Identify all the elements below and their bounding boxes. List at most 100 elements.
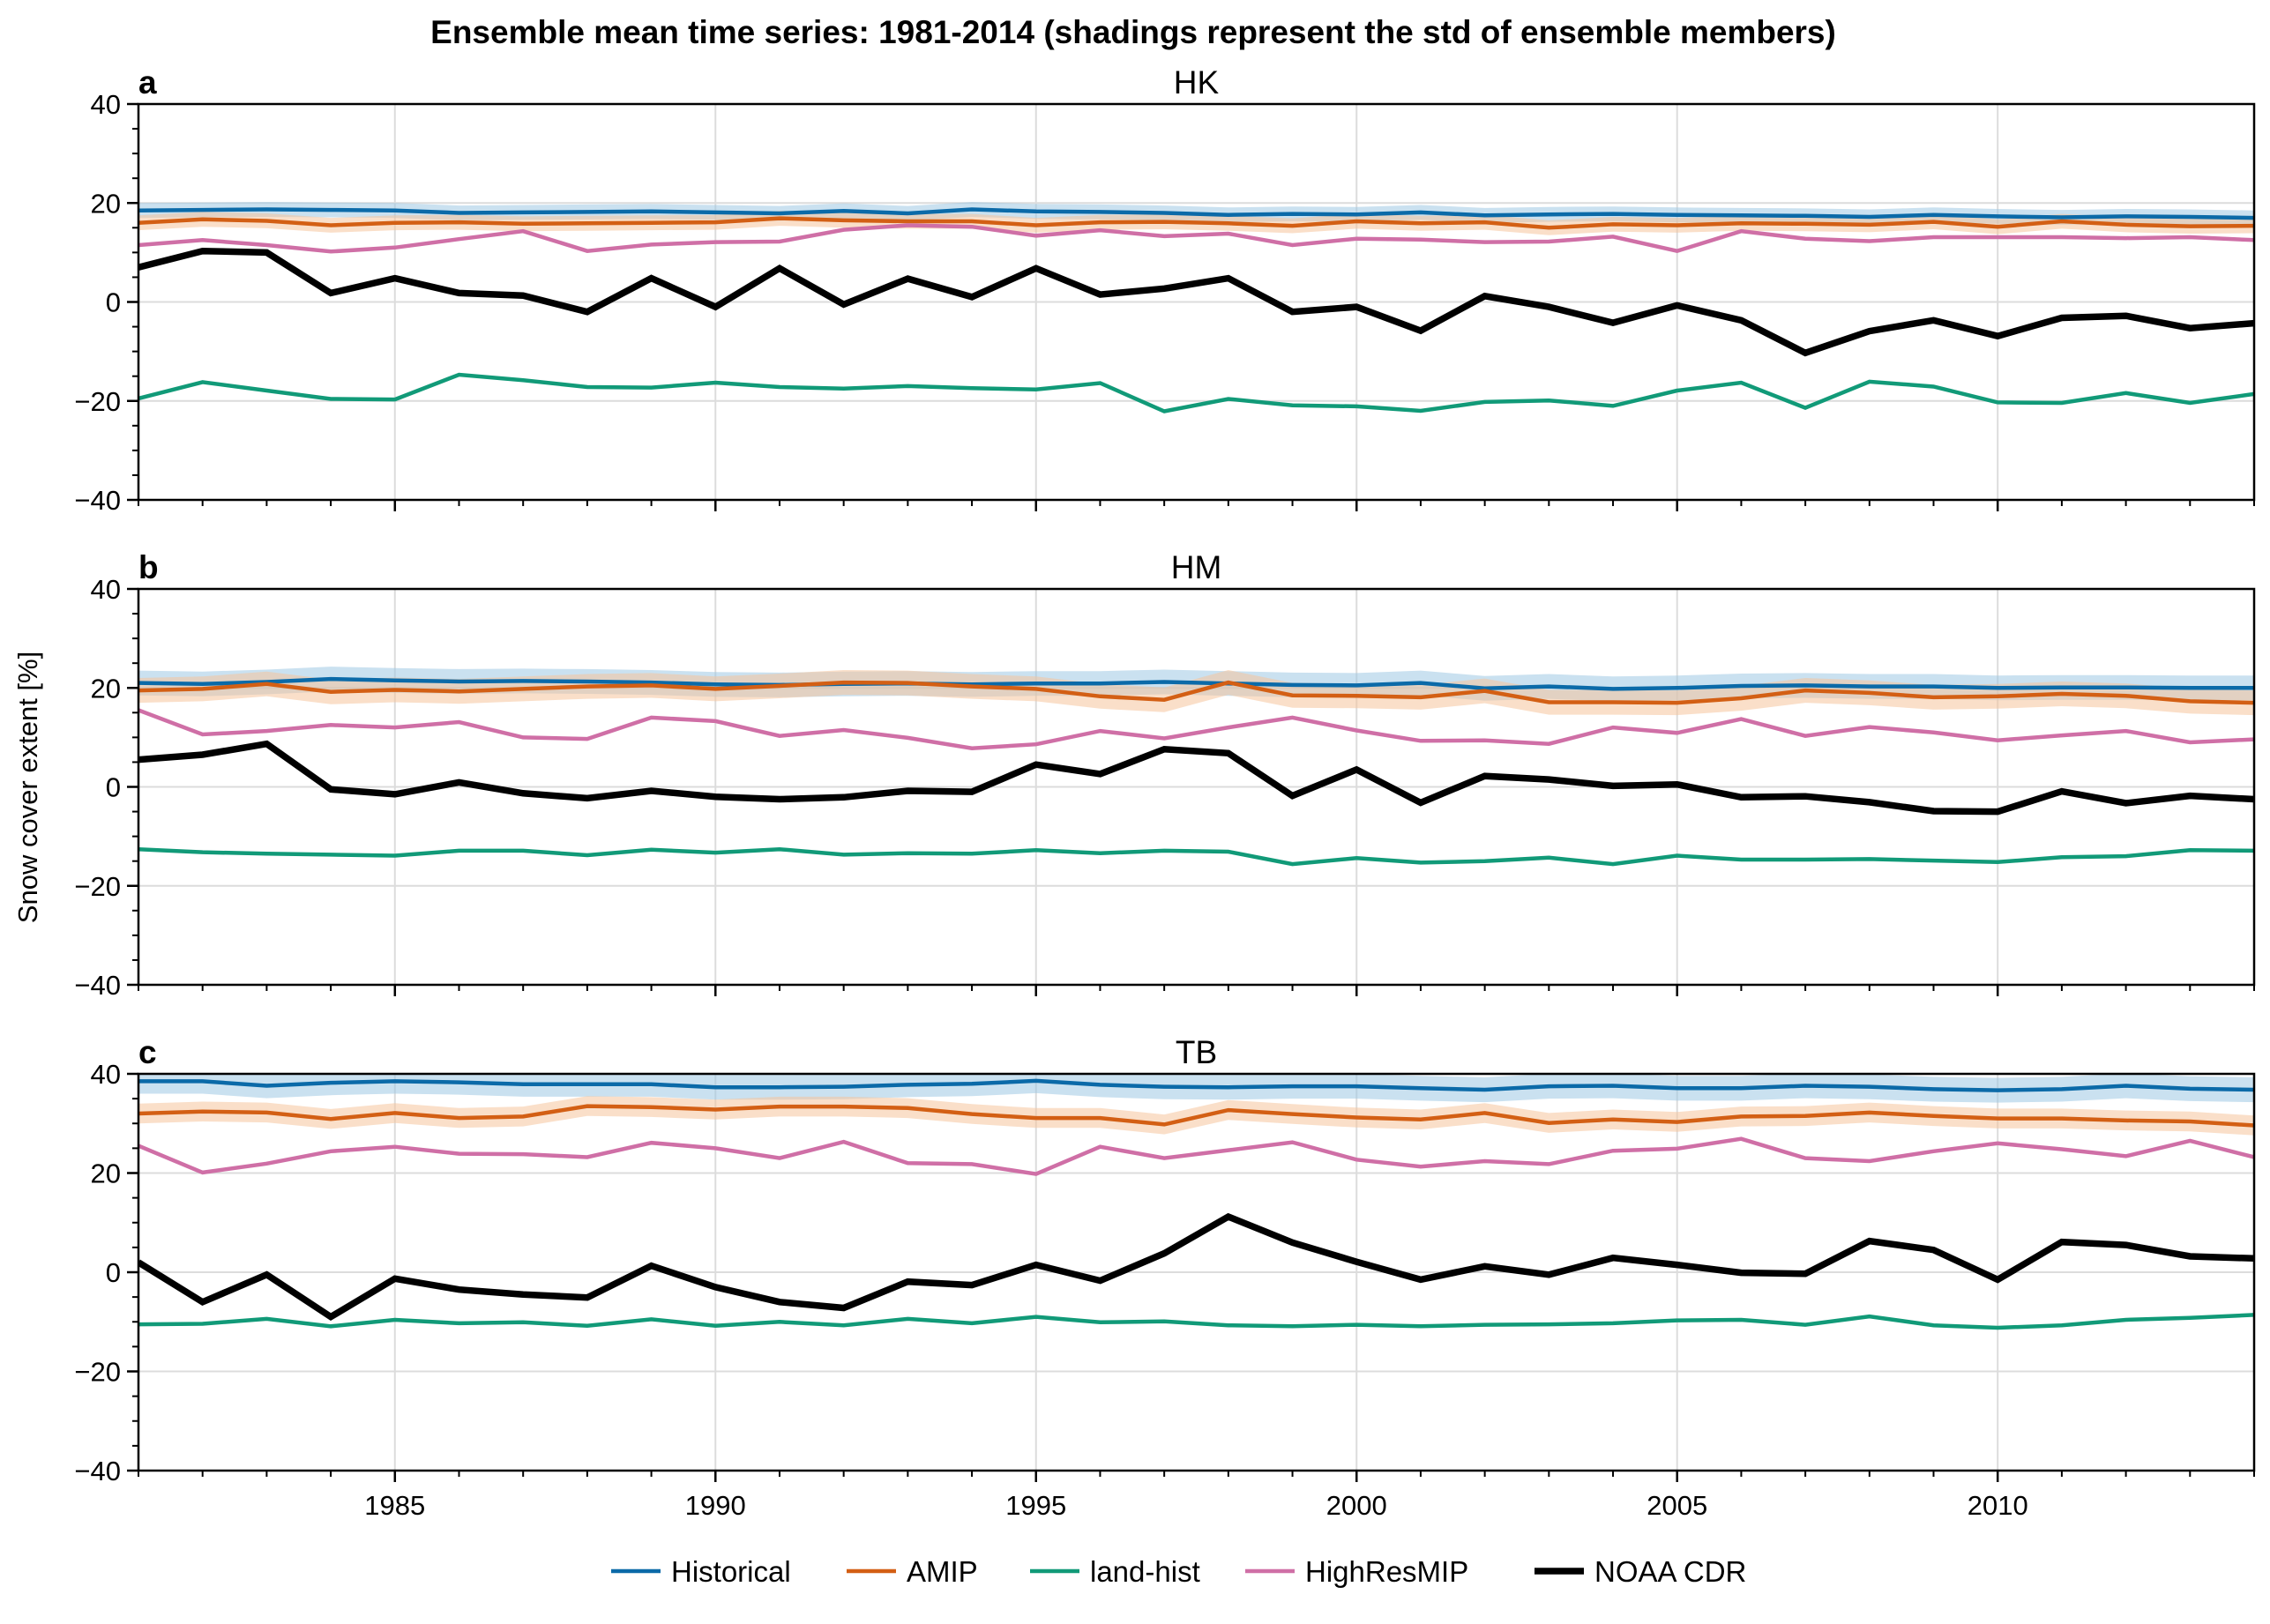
data-point — [1803, 683, 1808, 688]
data-point — [970, 684, 974, 689]
data-point — [1996, 694, 2000, 698]
data-point — [906, 223, 910, 227]
data-point — [521, 791, 526, 795]
data-point — [1611, 212, 1616, 216]
data-point — [1290, 1140, 1295, 1144]
data-point — [200, 1300, 205, 1304]
data-point — [1162, 1251, 1167, 1255]
data-point — [1996, 686, 2000, 690]
series-line-land-hist — [138, 372, 2254, 413]
data-point — [2188, 1255, 2192, 1259]
data-point — [200, 1322, 205, 1326]
data-point — [1803, 1322, 1808, 1327]
data-point — [649, 1105, 653, 1109]
data-point — [392, 398, 397, 402]
data-point — [1162, 680, 1167, 684]
data-point — [2059, 685, 2064, 689]
data-point — [1034, 848, 1038, 853]
data-point — [970, 790, 974, 794]
data-point — [392, 792, 397, 796]
data-point — [1418, 408, 1422, 413]
data-point — [1611, 1149, 1616, 1153]
data-point — [200, 850, 205, 854]
data-point — [1226, 1108, 1230, 1113]
data-point — [1867, 329, 1871, 333]
data-point — [1034, 763, 1038, 767]
data-point — [2188, 1086, 2192, 1091]
data-point — [2059, 215, 2064, 220]
data-point — [777, 1300, 781, 1304]
data-point — [1611, 700, 1616, 704]
data-point — [777, 266, 781, 271]
data-point — [1996, 1278, 2000, 1282]
data-point — [1547, 226, 1551, 230]
data-point — [1803, 689, 1808, 693]
data-point — [1931, 1248, 1936, 1252]
data-point — [2188, 1315, 2192, 1320]
data-point — [1547, 700, 1551, 704]
data-point — [1418, 1324, 1422, 1329]
data-point — [585, 679, 589, 683]
data-point — [392, 1318, 397, 1322]
data-point — [457, 1321, 461, 1325]
data-point — [392, 208, 397, 212]
data-point — [1482, 738, 1487, 742]
data-point — [1418, 860, 1422, 865]
data-point — [1226, 1085, 1230, 1090]
data-point — [1418, 1278, 1422, 1282]
data-point — [1482, 1159, 1487, 1164]
data-point — [1739, 1086, 1744, 1091]
data-point — [1996, 235, 2000, 239]
data-point — [777, 1156, 781, 1160]
data-point — [1675, 303, 1679, 308]
data-point — [1226, 276, 1230, 280]
data-point — [777, 240, 781, 244]
data-point — [585, 221, 589, 226]
data-point — [841, 795, 846, 800]
data-point — [457, 679, 461, 683]
data-point — [1290, 715, 1295, 719]
data-point — [1482, 399, 1487, 404]
data-point — [2059, 1323, 2064, 1328]
data-point — [1162, 736, 1167, 741]
data-point — [265, 388, 269, 392]
data-point — [1098, 1083, 1102, 1087]
data-point — [841, 853, 846, 857]
legend-entry-historical: Historical — [611, 1555, 791, 1588]
data-point — [329, 853, 333, 857]
data-point — [777, 734, 781, 738]
data-point — [200, 753, 205, 757]
data-point — [1611, 784, 1616, 788]
data-point — [457, 220, 461, 225]
plot-area-b — [138, 667, 2254, 867]
data-point — [329, 723, 333, 727]
data-point — [1355, 683, 1359, 688]
data-point — [713, 687, 718, 691]
data-point — [1355, 305, 1359, 309]
data-point — [1482, 1111, 1487, 1115]
data-point — [329, 1081, 333, 1085]
data-point — [1611, 321, 1616, 325]
data-point — [777, 684, 781, 689]
plot-area-a — [138, 202, 2254, 413]
series-line-historical — [138, 676, 2254, 691]
data-point — [1867, 214, 1871, 219]
legend-label: HighResMIP — [1305, 1555, 1468, 1588]
data-point — [521, 1292, 526, 1297]
data-point — [713, 305, 718, 309]
data-point — [1931, 318, 1936, 323]
data-point — [1098, 210, 1102, 214]
data-point — [1996, 1326, 2000, 1330]
y-tick-label: −20 — [74, 1357, 121, 1388]
data-point — [1034, 223, 1038, 227]
data-point — [1867, 239, 1871, 243]
data-point — [906, 1279, 910, 1284]
data-point — [329, 1315, 333, 1319]
data-point — [649, 385, 653, 390]
data-point — [1867, 1239, 1871, 1243]
data-point — [1547, 1084, 1551, 1089]
data-point — [1547, 741, 1551, 746]
series-line-land-hist — [138, 846, 2254, 867]
data-point — [1355, 236, 1359, 241]
data-point — [1867, 684, 1871, 689]
